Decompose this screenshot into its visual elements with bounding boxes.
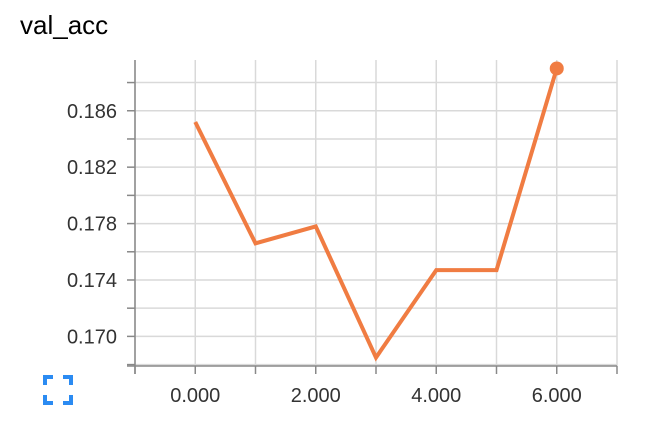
series-line <box>193 67 559 362</box>
y-tick-label: 0.178 <box>67 214 117 236</box>
last-data-point <box>549 61 564 76</box>
y-tick-label: 0.170 <box>67 326 117 348</box>
y-tick-label: 0.174 <box>67 270 117 292</box>
x-tick-label: 6.000 <box>532 385 582 407</box>
axes <box>127 60 618 374</box>
x-tick-label: 2.000 <box>291 385 341 407</box>
x-tick-label: 0.000 <box>170 385 220 407</box>
x-tick-labels: 0.000 2.000 4.000 6.000 <box>170 385 582 407</box>
series-layer <box>193 61 564 362</box>
expand-icon <box>43 375 73 405</box>
x-tick-label: 4.000 <box>411 385 461 407</box>
grid-lines <box>134 60 618 366</box>
chart-title: val_acc <box>20 10 109 40</box>
y-tick-label: 0.186 <box>67 101 117 123</box>
y-tick-label: 0.182 <box>67 157 117 179</box>
y-tick-labels: 0.170 0.174 0.178 0.182 0.186 <box>67 101 117 349</box>
expand-button[interactable] <box>43 375 73 405</box>
